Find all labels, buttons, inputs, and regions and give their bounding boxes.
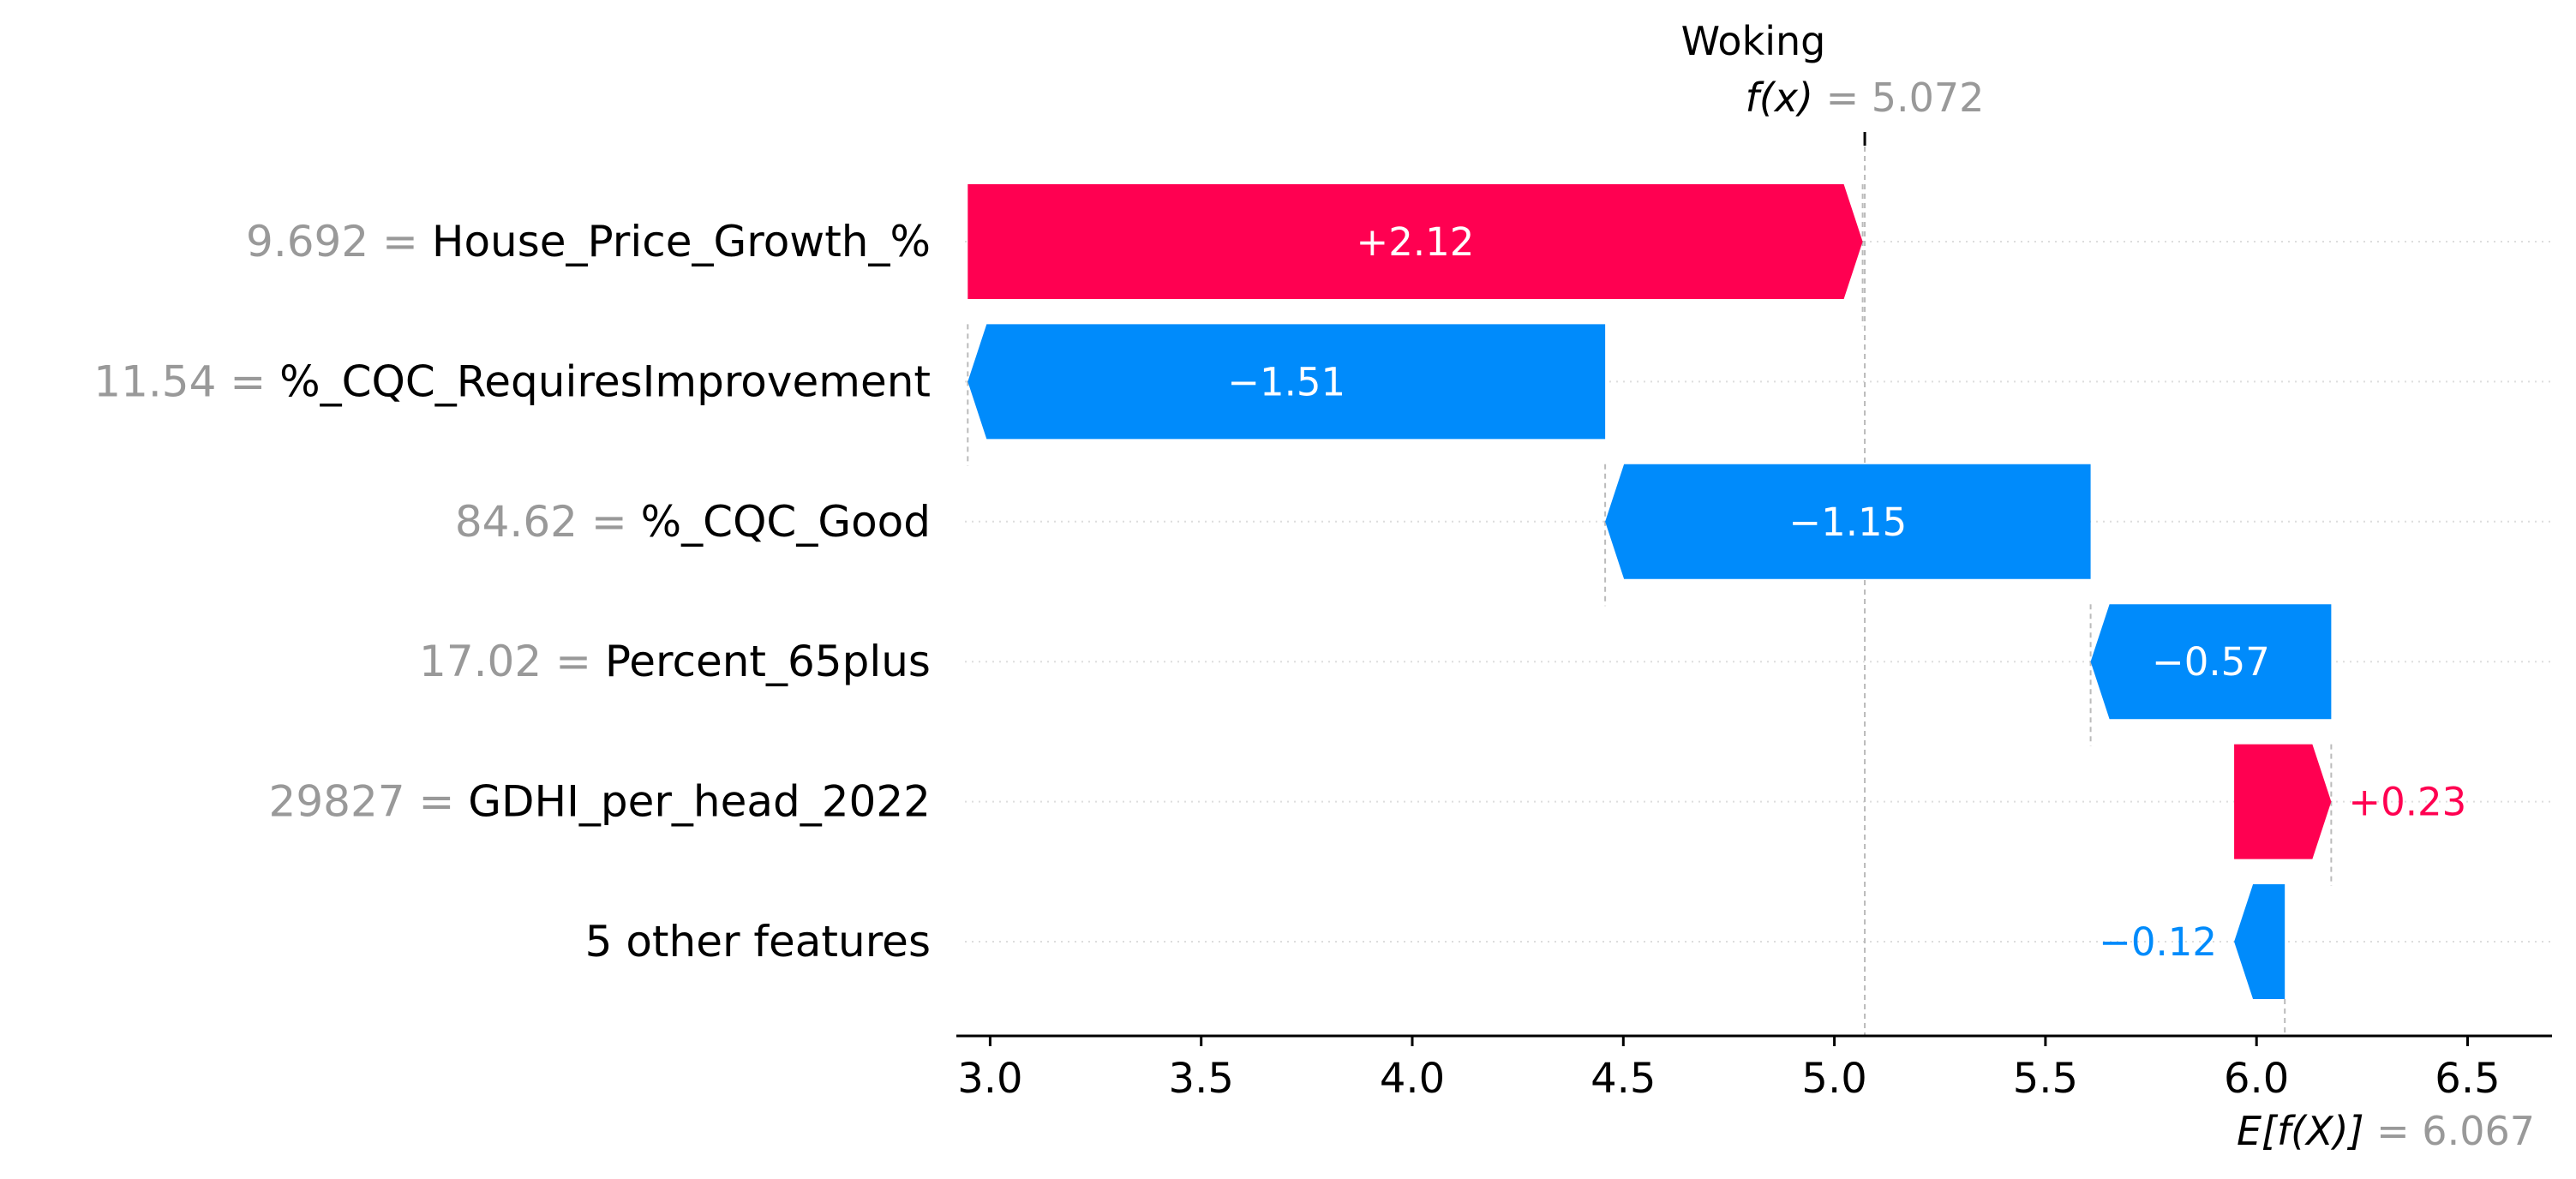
x-tick-label: 6.0 [2224,1055,2289,1103]
feature-value: 9.692 = [246,217,432,266]
annotations: f(x) = 5.072 E[f(X)] = 6.067 [1746,75,2535,1154]
feature-label: 29827 = GDHI_per_head_2022 [269,777,931,827]
base-annotation: E[f(X)] = 6.067 [2237,1108,2535,1154]
feature-name: Percent_65plus [605,637,931,686]
feature-value: 11.54 = [93,356,279,406]
feature-label: 5 other features [585,917,931,967]
feature-value: 29827 = [269,777,469,827]
contribution-label: −1.51 [1227,359,1345,404]
base-value: = 6.067 [2376,1108,2535,1154]
feature-name: %_CQC_Good [641,497,931,547]
x-tick-label: 4.0 [1380,1055,1445,1103]
contribution-bars: +2.12 −1.51 −1.15 −0.57 +0.23 −0.12 [967,184,2466,999]
feature-label: 17.02 = Percent_65plus [419,637,931,686]
contribution-label: +0.23 [2348,780,2466,825]
contribution-label: +2.12 [1356,219,1474,265]
feature-name: 5 other features [585,917,931,967]
connector-lines [967,132,2333,1036]
feature-name: GDHI_per_head_2022 [468,777,931,827]
x-tick-label: 4.5 [1591,1055,1656,1103]
feature-value: 84.62 = [455,497,641,547]
contribution-label: −1.15 [1788,500,1907,545]
feature-value: 17.02 = [419,637,605,686]
feature-name: House_Price_Growth_% [432,217,931,266]
negative-bar [2234,884,2285,999]
feature-label: 11.54 = %_CQC_RequiresImprovement [93,356,931,406]
fx-annotation: f(x) = 5.072 [1746,75,1985,121]
negative-bar [2090,604,2332,720]
contribution-label: −0.57 [2152,639,2270,685]
x-tick-label: 6.5 [2435,1055,2500,1103]
chart-title: Woking [1681,18,1826,64]
fx-label: f(x) [1746,75,1826,121]
x-axis: 3.0 3.5 4.0 4.5 5.0 5.5 6.0 6.5 [956,1034,2552,1103]
base-label: E[f(X)] [2237,1108,2376,1154]
feature-name: %_CQC_RequiresImprovement [279,356,931,406]
fx-value: = 5.072 [1826,75,1985,121]
x-tick-label: 3.5 [1169,1055,1234,1103]
feature-labels: 9.692 = House_Price_Growth_% 11.54 = %_CQ… [93,217,931,967]
positive-bar [2234,744,2332,859]
x-tick-label: 5.0 [1801,1055,1866,1103]
x-tick-label: 3.0 [957,1055,1022,1103]
feature-label: 9.692 = House_Price_Growth_% [246,217,931,266]
negative-bar [967,324,1606,440]
negative-bar [1605,464,2091,579]
feature-label: 84.62 = %_CQC_Good [455,497,931,547]
contribution-label: −0.12 [2099,919,2217,965]
positive-bar [967,184,1863,299]
x-tick-label: 5.5 [2013,1055,2078,1103]
